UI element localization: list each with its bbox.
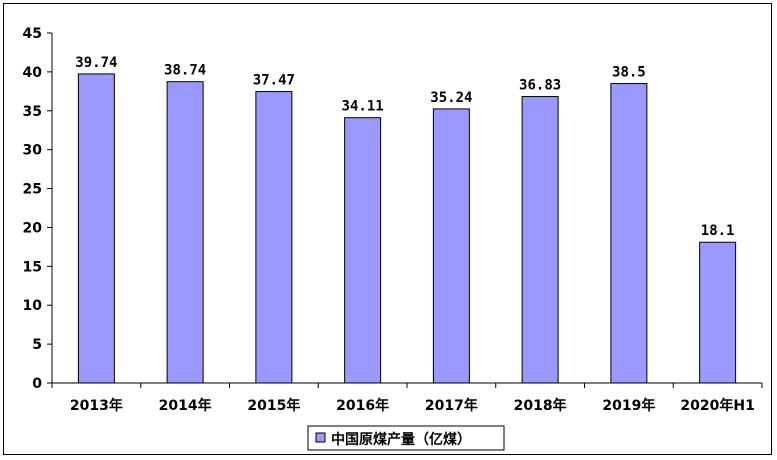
data-label: 36.83 [519,78,561,94]
bar [344,117,382,384]
x-tick-label: 2013年 [70,397,123,414]
bar [255,91,293,384]
legend-swatch [315,432,326,443]
data-label: 34.11 [342,99,384,115]
x-tick-label: 2016年 [336,397,389,414]
data-label: 37.47 [253,73,295,89]
x-tick-label: 2020年H1 [680,397,754,414]
bar [521,96,559,384]
y-tick-label: 45 [23,26,42,42]
legend: 中国原煤产量（亿煤） [307,425,505,451]
y-tick-label: 40 [23,65,43,81]
y-tick-label: 15 [23,259,42,275]
bar [432,108,470,384]
x-tick-label: 2014年 [159,397,212,414]
data-label: 39.74 [75,55,117,71]
y-tick-label: 10 [23,298,43,314]
x-tick-label: 2017年 [425,397,478,414]
x-tick-label: 2018年 [514,397,567,414]
data-label: 35.24 [430,90,472,106]
x-axis: 2013年 2014年 2015年 2016年 2017年 2018年 2019年 2020年… [51,382,763,414]
legend-label: 中国原煤产量（亿煤） [331,431,471,448]
data-label: 18.1 [701,223,735,239]
x-tick-label: 2015年 [247,397,300,414]
y-tick-label: 5 [32,337,42,353]
data-label: 38.5 [612,65,646,81]
x-tick-label: 2019年 [602,397,655,414]
bars: 39.74 38.74 37.47 34.11 35.24 36.83 38.5 18.1 [75,55,737,384]
bar [699,241,737,384]
y-tick-label: 30 [23,143,43,159]
bar [166,81,204,384]
y-axis: 0 5 10 15 20 25 30 35 40 45 [23,26,53,392]
bar [77,73,115,384]
data-label: 38.74 [164,63,206,79]
legend-box [307,425,505,451]
y-tick-label: 0 [32,376,42,392]
bar [610,83,648,384]
y-tick-label: 20 [23,220,43,236]
y-tick-label: 25 [23,182,42,198]
y-tick-label: 35 [23,104,42,120]
